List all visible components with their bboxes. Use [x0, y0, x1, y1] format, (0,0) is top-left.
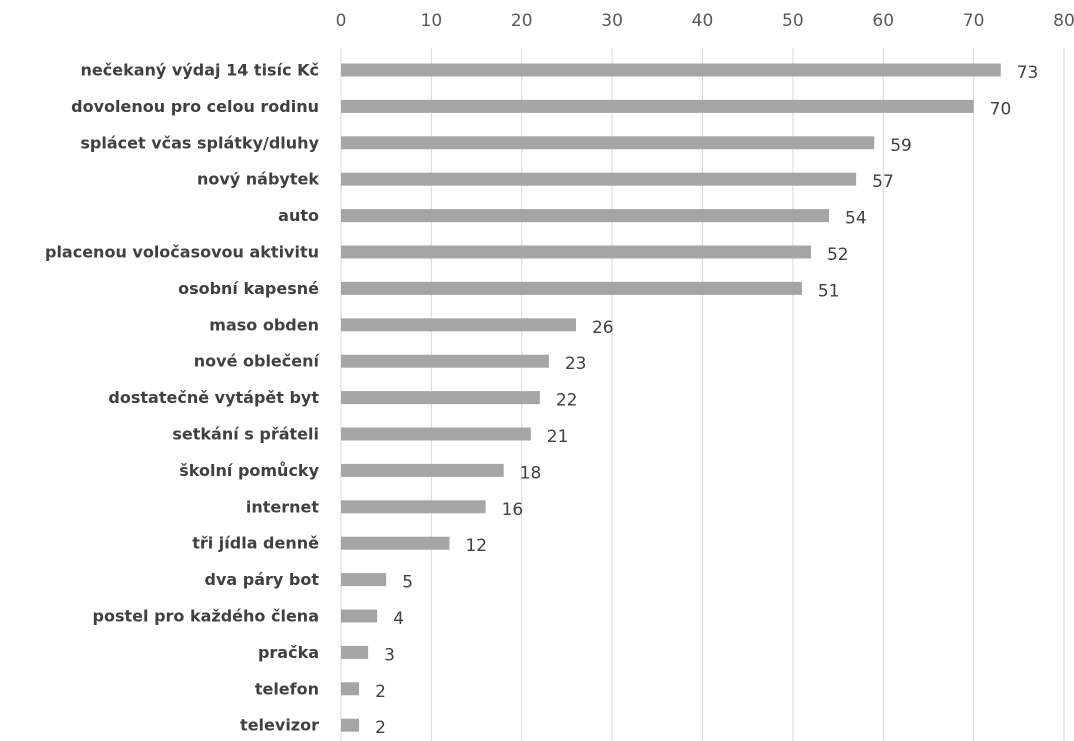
data-label: 54 [845, 209, 867, 229]
bar [341, 573, 387, 587]
bar [341, 645, 369, 659]
data-label: 26 [592, 318, 614, 338]
data-label: 23 [565, 354, 587, 374]
x-tick-label-0: 0 [336, 11, 347, 31]
x-tick-label-20: 20 [511, 11, 533, 31]
data-label: 16 [502, 500, 524, 520]
x-tick-label-40: 40 [692, 11, 714, 31]
category-label: placenou voločasovou aktivitu [45, 243, 319, 262]
category-label: nečekaný výdaj 14 tisíc Kč [81, 61, 319, 80]
category-label: telefon [255, 679, 319, 698]
bar [341, 682, 360, 696]
data-label: 12 [465, 536, 487, 556]
bar [341, 427, 531, 441]
bar [341, 500, 486, 514]
bars [341, 63, 1001, 732]
data-label: 51 [818, 281, 840, 301]
bar [341, 281, 802, 295]
category-label: tři jídla denně [192, 534, 319, 553]
bar [341, 718, 360, 732]
bar [341, 99, 974, 113]
category-label: nový nábytek [197, 170, 319, 189]
gridlines [340, 48, 1065, 741]
data-label: 22 [556, 391, 578, 411]
category-label: pračka [258, 643, 319, 662]
bar [341, 63, 1001, 77]
category-label: televizor [240, 716, 319, 735]
category-labels: nečekaný výdaj 14 tisíc Kč dovolenou pro … [45, 61, 321, 735]
data-label: 57 [872, 172, 894, 192]
category-label: maso obden [209, 315, 319, 334]
x-tick-label-30: 30 [601, 11, 623, 31]
data-label: 18 [520, 463, 542, 483]
x-tick-label-10: 10 [421, 11, 443, 31]
x-tick-label-60: 60 [872, 11, 894, 31]
category-label: dva páry bot [205, 570, 320, 589]
bar [341, 609, 378, 623]
bar [341, 172, 857, 186]
bar [341, 136, 875, 150]
data-label: 70 [990, 99, 1012, 119]
data-label: 3 [384, 645, 395, 665]
x-tick-label-50: 50 [782, 11, 804, 31]
data-label: 2 [375, 718, 386, 738]
bar [341, 245, 811, 259]
category-label: postel pro každého člena [93, 607, 319, 626]
category-label: dostatečně vytápět byt [108, 388, 319, 407]
data-label: 52 [827, 245, 849, 265]
data-label: 21 [547, 427, 569, 447]
bar [341, 536, 450, 550]
category-label: školní pomůcky [179, 461, 319, 480]
bar [341, 391, 540, 405]
category-label: setkání s přáteli [172, 425, 319, 444]
bar [341, 463, 504, 477]
bar [341, 209, 830, 223]
data-label: 73 [1017, 63, 1039, 83]
x-axis-tick-labels: 0 10 20 30 40 50 60 70 80 [336, 11, 1074, 31]
data-label: 59 [890, 136, 912, 156]
data-label: 4 [393, 609, 404, 629]
bar [341, 354, 549, 368]
x-tick-label-80: 80 [1053, 11, 1074, 31]
category-label: auto [278, 206, 319, 225]
category-label: dovolenou pro celou rodinu [71, 97, 319, 116]
data-label: 5 [402, 573, 413, 593]
category-label: nové oblečení [194, 352, 321, 371]
category-label: internet [246, 497, 320, 516]
data-label: 2 [375, 682, 386, 702]
bar [341, 318, 576, 332]
x-tick-label-70: 70 [963, 11, 985, 31]
category-label: splácet včas splátky/dluhy [80, 133, 319, 152]
category-label: osobní kapesné [178, 279, 319, 298]
